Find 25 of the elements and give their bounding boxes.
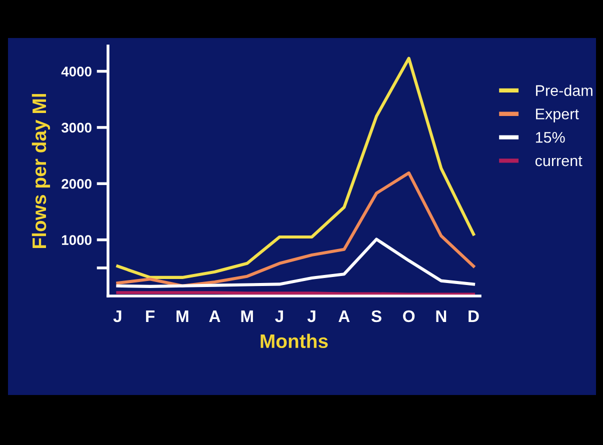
line-series — [116, 238, 476, 288]
x-tick-label: S — [371, 310, 382, 322]
y-axis-title: Flows per day Ml — [32, 94, 50, 248]
x-tick-label: J — [307, 310, 316, 322]
x-tick-label: D — [468, 310, 479, 322]
x-tick-label: O — [403, 310, 415, 322]
legend-label: Pre-dam — [536, 84, 592, 96]
x-axis-title: Months — [260, 334, 328, 348]
x-tick-label: J — [113, 310, 122, 322]
x-tick-label: M — [241, 310, 253, 322]
y-tick-label: 3000 — [61, 122, 92, 133]
line-series — [116, 56, 476, 279]
x-tick-label: M — [176, 310, 188, 322]
x-tick-label: N — [436, 310, 446, 322]
x-tick-label: F — [146, 310, 155, 322]
x-tick-label: A — [209, 310, 220, 322]
x-tick-label: J — [275, 310, 283, 322]
legend-label: 15% — [536, 132, 565, 143]
y-tick-label: 1000 — [62, 235, 92, 245]
legend-label: current — [535, 156, 582, 166]
x-tick-label: A — [338, 310, 350, 322]
line-series — [116, 171, 476, 288]
legend-label: Expert — [536, 108, 579, 122]
y-tick-label: 2000 — [62, 178, 92, 189]
y-tick-label: 4000 — [61, 66, 92, 76]
